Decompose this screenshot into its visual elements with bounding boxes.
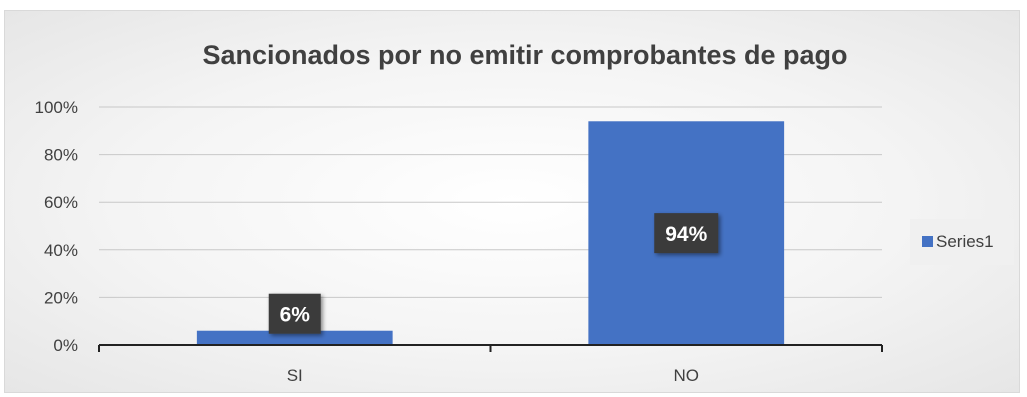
y-tick-label: 40% <box>44 241 78 260</box>
data-label: 6% <box>280 304 311 327</box>
x-tick-label: NO <box>674 366 700 385</box>
y-tick-label: 20% <box>44 288 78 307</box>
legend-label: Series1 <box>936 232 994 251</box>
y-tick-label: 0% <box>53 336 78 355</box>
legend-swatch <box>922 236 933 247</box>
data-label-box <box>654 213 719 254</box>
axes: 0% 20% 40% 60% 80% 100% SI NO <box>35 98 883 385</box>
y-tick-label: 100% <box>35 98 78 117</box>
y-tick-label: 80% <box>44 146 78 165</box>
x-tick-label: SI <box>287 366 303 385</box>
chart-title: Sancionados por no emitir comprobantes d… <box>202 40 847 70</box>
data-label-box <box>268 293 321 334</box>
y-tick-label: 60% <box>44 193 78 212</box>
labels: 6% 94% <box>268 213 719 334</box>
data-label: 94% <box>665 223 707 246</box>
legend: Series1 <box>910 219 1014 265</box>
bar-si <box>196 330 393 345</box>
chart-frame <box>4 10 1020 393</box>
